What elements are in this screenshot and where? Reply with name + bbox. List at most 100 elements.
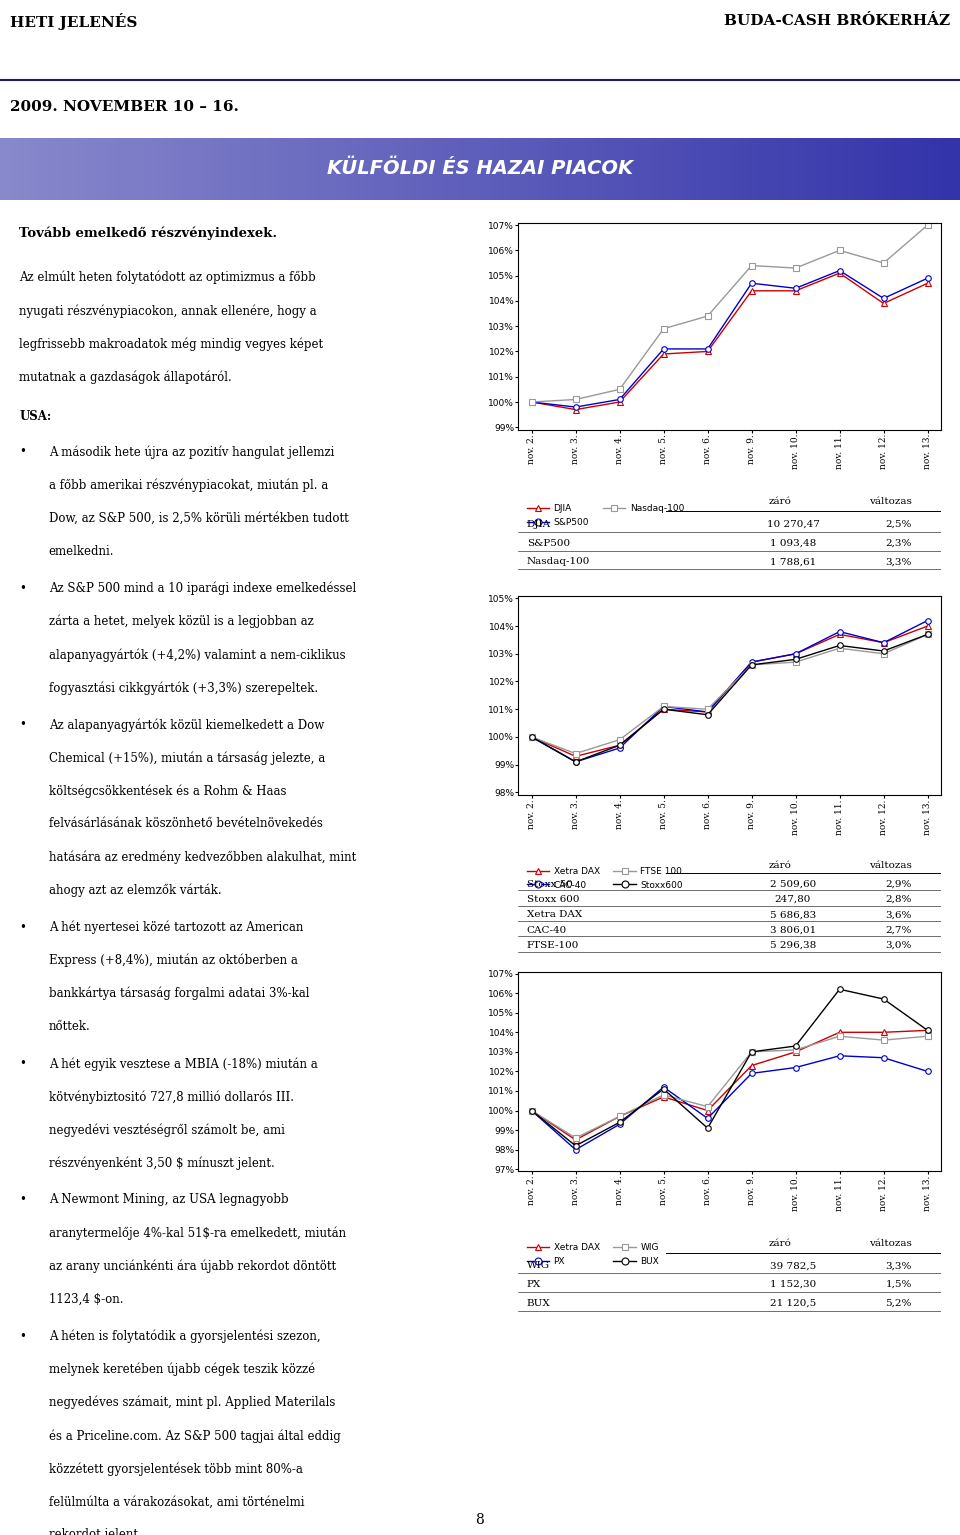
- Text: •: •: [19, 582, 26, 594]
- Bar: [576, 138, 586, 200]
- Bar: [883, 138, 893, 200]
- Text: és a Priceline.com. Az S&P 500 tagjai által eddig: és a Priceline.com. Az S&P 500 tagjai ál…: [49, 1429, 341, 1443]
- Text: 3,3%: 3,3%: [885, 557, 912, 566]
- Bar: [634, 138, 643, 200]
- Text: aranytermelője 4%-kal 51$-ra emelkedett, miután: aranytermelője 4%-kal 51$-ra emelkedett,…: [49, 1226, 346, 1240]
- Bar: [874, 138, 883, 200]
- Bar: [893, 138, 902, 200]
- Text: közzétett gyorsjelentések több mint 80%-a: közzétett gyorsjelentések több mint 80%-…: [49, 1463, 302, 1475]
- Bar: [470, 138, 480, 200]
- Bar: [461, 138, 470, 200]
- Bar: [442, 138, 451, 200]
- Legend: Xetra DAX, PX, WIG, BUX: Xetra DAX, PX, WIG, BUX: [523, 1240, 662, 1269]
- Bar: [816, 138, 826, 200]
- Bar: [854, 138, 864, 200]
- Bar: [230, 138, 240, 200]
- Text: részvényenként 3,50 $ mínuszt jelent.: részvényenként 3,50 $ mínuszt jelent.: [49, 1156, 275, 1170]
- Bar: [86, 138, 96, 200]
- Bar: [912, 138, 922, 200]
- Bar: [298, 138, 307, 200]
- Text: Az elmúlt heten folytatódott az optimizmus a főbb: Az elmúlt heten folytatódott az optimizm…: [19, 272, 316, 284]
- Text: nyugati részvénypiacokon, annak ellenére, hogy a: nyugati részvénypiacokon, annak ellenére…: [19, 304, 317, 318]
- Text: 8: 8: [475, 1512, 485, 1527]
- Bar: [317, 138, 326, 200]
- Bar: [336, 138, 346, 200]
- Text: 1 788,61: 1 788,61: [770, 557, 816, 566]
- Bar: [259, 138, 269, 200]
- Text: változas: változas: [869, 497, 912, 507]
- Bar: [29, 138, 38, 200]
- Bar: [240, 138, 250, 200]
- Text: változas: változas: [869, 861, 912, 870]
- Text: hatására az eredmény kedvezőbben alakulhat, mint: hatására az eredmény kedvezőbben alakulh…: [49, 850, 356, 864]
- Bar: [96, 138, 106, 200]
- Text: 2 509,60: 2 509,60: [770, 880, 816, 889]
- Bar: [144, 138, 154, 200]
- Bar: [0, 138, 10, 200]
- Bar: [614, 138, 624, 200]
- Legend: Xetra DAX, CAC-40, FTSE 100, Stoxx600: Xetra DAX, CAC-40, FTSE 100, Stoxx600: [523, 864, 686, 893]
- Text: A héten is folytatódik a gyorsjelentési szezon,: A héten is folytatódik a gyorsjelentési …: [49, 1329, 321, 1343]
- Bar: [643, 138, 653, 200]
- Text: DJIA: DJIA: [527, 520, 551, 528]
- Bar: [384, 138, 394, 200]
- Text: A második hete újra az pozitív hangulat jellemzi: A második hete újra az pozitív hangulat …: [49, 445, 334, 459]
- Text: emelkedni.: emelkedni.: [49, 545, 114, 557]
- Text: 39 782,5: 39 782,5: [770, 1262, 816, 1269]
- Text: •: •: [19, 1193, 26, 1207]
- Bar: [77, 138, 86, 200]
- Text: A Newmont Mining, az USA legnagyobb: A Newmont Mining, az USA legnagyobb: [49, 1193, 288, 1207]
- Text: Xetra DAX: Xetra DAX: [527, 910, 582, 919]
- Bar: [586, 138, 595, 200]
- Bar: [115, 138, 125, 200]
- Bar: [566, 138, 576, 200]
- Bar: [106, 138, 115, 200]
- Bar: [797, 138, 806, 200]
- Text: Stoxx 600: Stoxx 600: [527, 895, 579, 904]
- Text: 1 093,48: 1 093,48: [770, 539, 816, 548]
- Text: Az S&P 500 mind a 10 iparági indexe emelkedéssel: Az S&P 500 mind a 10 iparági indexe emel…: [49, 582, 356, 596]
- Bar: [355, 138, 365, 200]
- Text: legfrissebb makroadatok még mindig vegyes képet: legfrissebb makroadatok még mindig vegye…: [19, 338, 324, 350]
- Bar: [682, 138, 691, 200]
- Bar: [662, 138, 672, 200]
- Text: az arany unciánkénti ára újabb rekordot döntött: az arany unciánkénti ára újabb rekordot …: [49, 1260, 336, 1273]
- Text: 1,5%: 1,5%: [885, 1280, 912, 1289]
- Text: felülmúlta a várakozásokat, ami történelmi: felülmúlta a várakozásokat, ami történel…: [49, 1495, 304, 1509]
- Text: fogyasztási cikkgyártók (+3,3%) szerepeltek.: fogyasztási cikkgyártók (+3,3%) szerepel…: [49, 682, 318, 695]
- Text: 5,2%: 5,2%: [885, 1299, 912, 1308]
- Text: 2009. NOVEMBER 10 – 16.: 2009. NOVEMBER 10 – 16.: [10, 100, 238, 115]
- Bar: [826, 138, 835, 200]
- Bar: [432, 138, 442, 200]
- Bar: [307, 138, 317, 200]
- Legend: DJIA, S&P500, Nasdaq-100: DJIA, S&P500, Nasdaq-100: [523, 500, 687, 531]
- Bar: [134, 138, 144, 200]
- Bar: [67, 138, 77, 200]
- Bar: [192, 138, 202, 200]
- Bar: [202, 138, 211, 200]
- Bar: [557, 138, 566, 200]
- Bar: [10, 138, 19, 200]
- Text: Nasdaq-100: Nasdaq-100: [527, 557, 590, 566]
- Bar: [624, 138, 634, 200]
- Text: 247,80: 247,80: [775, 895, 811, 904]
- Bar: [413, 138, 422, 200]
- Bar: [182, 138, 192, 200]
- Bar: [778, 138, 787, 200]
- Bar: [269, 138, 278, 200]
- Bar: [701, 138, 710, 200]
- Text: Dow, az S&P 500, is 2,5% körüli mértékben tudott: Dow, az S&P 500, is 2,5% körüli mértékbe…: [49, 511, 348, 525]
- Text: WIG: WIG: [527, 1262, 550, 1269]
- Text: alapanyagyártók (+4,2%) valamint a nem-ciklikus: alapanyagyártók (+4,2%) valamint a nem-c…: [49, 648, 346, 662]
- Text: USA:: USA:: [19, 410, 52, 422]
- Text: 10 270,47: 10 270,47: [766, 520, 820, 528]
- Bar: [346, 138, 355, 200]
- Bar: [787, 138, 797, 200]
- Text: 2,5%: 2,5%: [885, 520, 912, 528]
- Text: 5 296,38: 5 296,38: [770, 941, 816, 950]
- Text: záró: záró: [769, 1239, 792, 1248]
- Bar: [845, 138, 854, 200]
- Bar: [403, 138, 413, 200]
- Text: 3 806,01: 3 806,01: [770, 926, 816, 935]
- Text: rekordot jelent.: rekordot jelent.: [49, 1529, 141, 1535]
